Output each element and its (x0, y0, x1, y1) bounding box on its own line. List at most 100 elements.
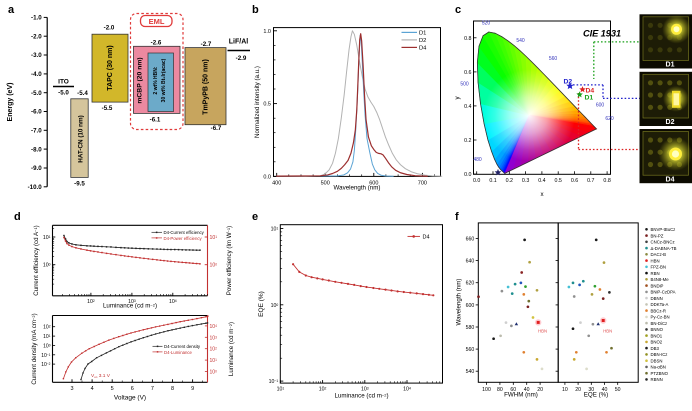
svg-text:-7.0: -7.0 (31, 128, 42, 135)
svg-text:FPZ-BN: FPZ-BN (651, 265, 667, 270)
svg-text:2 wt% HBN:: 2 wt% HBN: (153, 66, 159, 94)
svg-text:30 wt% Bt₂Ir(acac): 30 wt% Bt₂Ir(acac) (161, 58, 167, 102)
svg-text:100: 100 (210, 369, 218, 375)
svg-text:10−1: 10−1 (269, 379, 279, 385)
svg-text:B4N8-Me: B4N8-Me (651, 277, 670, 282)
svg-text:104: 104 (403, 387, 411, 393)
svg-text:HBN: HBN (538, 329, 547, 334)
svg-text:20: 20 (537, 387, 543, 393)
svg-text:0.5: 0.5 (555, 178, 562, 184)
svg-text:0.3: 0.3 (522, 178, 529, 184)
svg-text:100: 100 (271, 303, 279, 309)
svg-text:104: 104 (210, 324, 218, 330)
svg-text:D2: D2 (564, 79, 573, 86)
svg-text:640: 640 (466, 259, 475, 265)
svg-text:d: d (14, 211, 21, 223)
svg-text:Δ-DABNA-TB: Δ-DABNA-TB (651, 246, 677, 251)
svg-text:Wavelength (nm): Wavelength (nm) (456, 279, 463, 326)
svg-text:-2.9: -2.9 (236, 55, 247, 62)
svg-text:-6.0: -6.0 (31, 109, 42, 116)
svg-text:80: 80 (497, 387, 503, 393)
svg-text:10−2: 10−2 (41, 362, 50, 368)
svg-text:8: 8 (171, 386, 174, 392)
svg-text:520: 520 (482, 21, 491, 27)
svg-text:102: 102 (43, 325, 51, 331)
svg-text:EQE (%): EQE (%) (258, 291, 265, 317)
svg-text:-5.0: -5.0 (31, 90, 42, 97)
svg-text:mCBP (20 nm): mCBP (20 nm) (137, 57, 144, 103)
svg-text:Current efficiency (cd A−1): Current efficiency (cd A−1) (33, 225, 40, 296)
svg-text:100: 100 (43, 343, 51, 349)
svg-text:20: 20 (575, 387, 581, 393)
svg-text:0.8: 0.8 (464, 36, 471, 42)
svg-text:Luminance (cd m−2): Luminance (cd m−2) (103, 302, 157, 309)
svg-text:101: 101 (210, 358, 218, 364)
svg-text:D1: D1 (585, 95, 594, 102)
svg-text:0.2: 0.2 (506, 178, 513, 184)
svg-text:D4-Current efficiency: D4-Current efficiency (164, 230, 205, 235)
svg-text:DACz-B: DACz-B (651, 252, 667, 257)
svg-text:101: 101 (271, 226, 279, 232)
svg-text:-5.5: -5.5 (102, 105, 113, 112)
svg-text:620: 620 (466, 281, 475, 287)
svg-text:102: 102 (210, 347, 218, 353)
svg-text:5: 5 (111, 386, 114, 392)
svg-text:-10.0: -10.0 (28, 184, 43, 191)
svg-text:ITO: ITO (58, 79, 69, 86)
svg-text:TmPyPB (50 nm): TmPyPB (50 nm) (203, 59, 210, 115)
svg-text:CIE 1931: CIE 1931 (583, 29, 621, 39)
svg-text:500: 500 (460, 82, 469, 88)
svg-text:480: 480 (473, 157, 482, 163)
svg-text:EQE (%): EQE (%) (584, 392, 608, 399)
svg-text:540: 540 (466, 369, 475, 375)
svg-text:b: b (252, 4, 259, 16)
svg-text:Na-αBN: Na-αBN (651, 365, 666, 370)
svg-text:0.2: 0.2 (464, 138, 471, 144)
svg-text:DBSN: DBSN (651, 359, 663, 364)
svg-text:BN-DiCz: BN-DiCz (651, 321, 668, 326)
svg-text:Luminance (cd m−2): Luminance (cd m−2) (228, 322, 235, 376)
svg-text:BNiP-CzDPA: BNiP-CzDPA (651, 290, 676, 295)
svg-text:e: e (252, 211, 258, 223)
svg-text:D4: D4 (419, 46, 427, 52)
svg-text:0.4: 0.4 (464, 104, 471, 110)
svg-text:EML: EML (149, 17, 165, 26)
svg-text:103: 103 (361, 387, 369, 393)
svg-text:-1.0: -1.0 (31, 15, 42, 22)
svg-text:101: 101 (277, 387, 285, 393)
svg-text:DBN-ICz: DBN-ICz (651, 352, 668, 357)
svg-text:HAT-CN (10 nm): HAT-CN (10 nm) (78, 115, 85, 162)
svg-text:BNO1: BNO1 (651, 333, 663, 338)
svg-text:102: 102 (319, 387, 327, 393)
svg-text:0.5: 0.5 (263, 102, 271, 108)
svg-text:DB3: DB3 (651, 346, 660, 351)
svg-text:102: 102 (87, 299, 95, 305)
svg-text:D4: D4 (586, 88, 595, 95)
svg-text:BBCz-R: BBCz-R (651, 308, 667, 313)
svg-text:D4-Luminance: D4-Luminance (164, 350, 193, 355)
svg-text:HBN: HBN (603, 329, 612, 334)
svg-text:x: x (540, 191, 544, 198)
svg-text:D4: D4 (666, 176, 675, 183)
svg-text:0.6: 0.6 (571, 178, 578, 184)
svg-text:-5.0: -5.0 (58, 90, 69, 97)
svg-text:1.0: 1.0 (263, 29, 271, 35)
svg-text:HBN: HBN (651, 258, 660, 263)
svg-text:10−1: 10−1 (41, 353, 50, 359)
svg-text:6: 6 (131, 386, 134, 392)
svg-text:40: 40 (602, 387, 608, 393)
svg-text:104: 104 (169, 299, 177, 305)
svg-text:560: 560 (466, 347, 475, 353)
svg-text:600: 600 (596, 103, 605, 109)
svg-text:-8.0: -8.0 (31, 146, 42, 153)
svg-text:Luminance (cd m−2): Luminance (cd m−2) (334, 392, 388, 399)
svg-text:Wavelength (nm): Wavelength (nm) (334, 185, 381, 192)
svg-text:LiF/Al: LiF/Al (229, 39, 248, 46)
svg-text:0.1: 0.1 (489, 178, 496, 184)
svg-text:BNNO: BNNO (651, 327, 664, 332)
svg-text:D1: D1 (419, 31, 426, 37)
svg-text:BNDiP: BNDiP (651, 283, 664, 288)
svg-text:D2: D2 (419, 38, 426, 44)
svg-text:103: 103 (210, 335, 218, 341)
svg-text:100: 100 (210, 263, 218, 269)
